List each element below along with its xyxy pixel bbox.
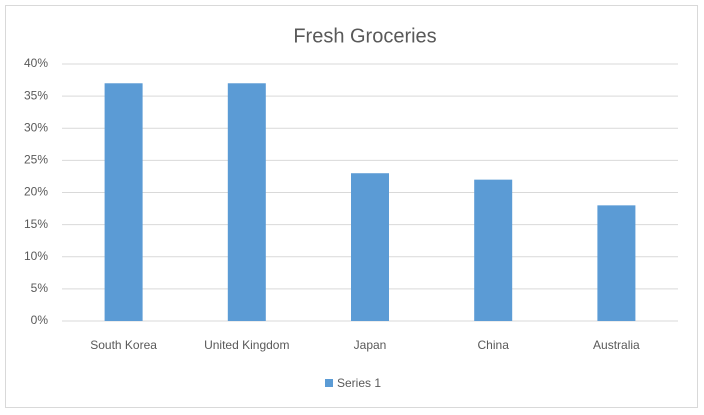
- x-tick-label: China: [478, 338, 510, 352]
- y-tick-label: 35%: [24, 88, 48, 102]
- y-tick-label: 5%: [31, 281, 49, 295]
- bar: [474, 179, 513, 321]
- legend-swatch: [325, 379, 333, 387]
- x-tick-label: Australia: [593, 338, 640, 352]
- x-tick-label: South Korea: [90, 338, 157, 352]
- y-tick-label: 30%: [24, 120, 48, 134]
- y-tick-label: 0%: [31, 313, 49, 327]
- bar: [351, 173, 389, 321]
- y-tick-label: 15%: [24, 217, 48, 231]
- legend-label: Series 1: [337, 376, 381, 390]
- bar: [104, 83, 143, 322]
- y-tick-label: 25%: [24, 153, 48, 167]
- chart-title: Fresh Groceries: [293, 25, 436, 47]
- x-tick-label: Japan: [354, 338, 387, 352]
- bar: [227, 83, 266, 322]
- y-tick-label: 10%: [24, 249, 48, 263]
- y-tick-label: 40%: [24, 56, 48, 70]
- y-tick-label: 20%: [24, 185, 48, 199]
- x-tick-label: United Kingdom: [204, 338, 289, 352]
- bar: [597, 205, 636, 321]
